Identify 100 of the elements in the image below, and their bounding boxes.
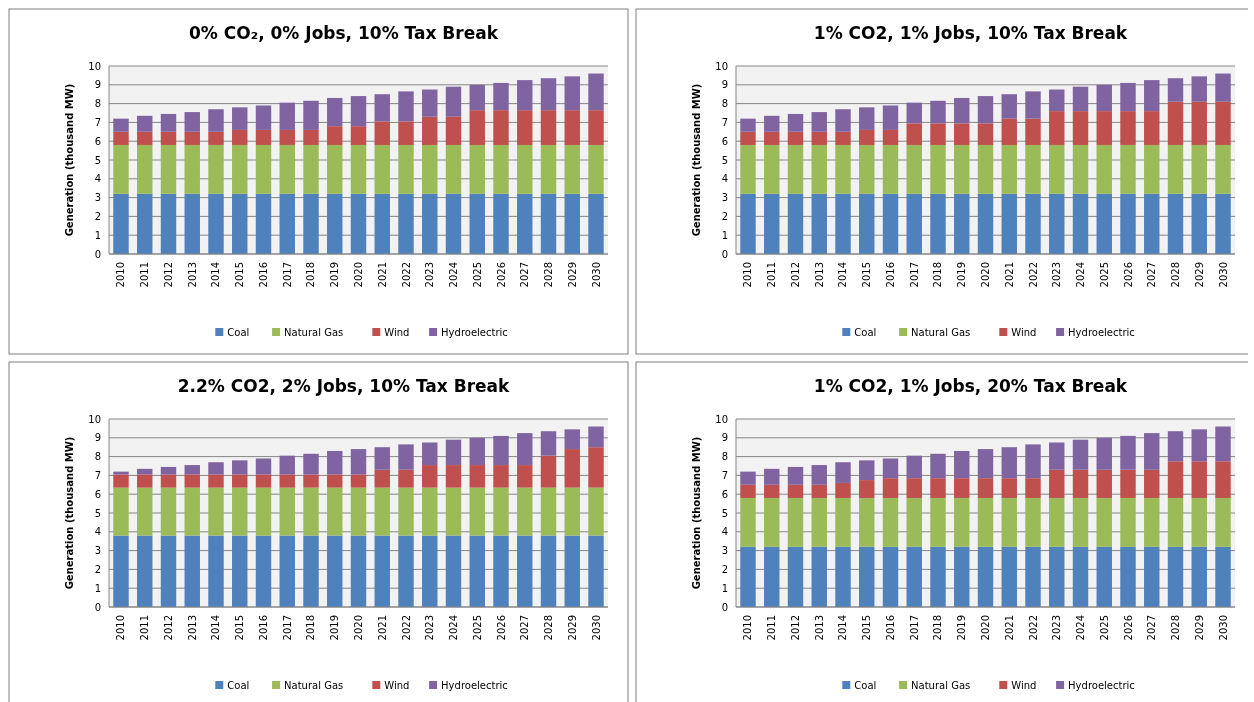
bar [232,193,248,254]
legend-label: Wind [384,679,410,691]
bar [764,115,780,132]
x-tick-label: 2021 [1003,262,1015,288]
bar [137,144,153,194]
bar [160,487,177,536]
bar [350,535,367,607]
bar [588,73,604,111]
bar [1025,497,1041,547]
y-tick-label: 6 [721,135,728,147]
bar [859,144,875,194]
bar [564,429,580,450]
bar [184,144,200,194]
bar [1144,111,1160,145]
y-tick-label: 4 [721,173,728,185]
bar [493,487,509,536]
bar [232,474,248,488]
y-tick-label: 9 [721,432,728,444]
bar [930,478,946,498]
bar [740,471,756,485]
bar [445,193,462,254]
x-tick-label: 2024 [448,615,459,641]
x-tick-label: 2027 [519,615,531,641]
bar [1001,497,1017,547]
bar [787,546,804,607]
x-tick-label: 2025 [471,615,483,641]
bar [764,546,780,607]
bar [232,535,248,607]
bar [113,144,129,194]
bar [564,144,580,194]
bar [255,535,272,607]
y-tick-label: 5 [94,154,101,166]
bar [787,131,804,145]
bar [208,131,224,145]
bar [764,131,780,145]
x-tick-label: 2024 [1075,262,1086,288]
y-tick-label: 6 [94,135,101,147]
x-tick-label: 2019 [329,262,341,288]
x-tick-label: 2030 [590,262,602,288]
x-tick-label: 2024 [1075,615,1086,641]
bar [350,96,367,127]
chart-title: 1% CO2, 1% Jobs, 10% Tax Break [813,23,1128,43]
bar [160,193,177,254]
bar [954,478,970,498]
bar [787,484,804,498]
bar [1096,84,1112,112]
y-tick-label: 5 [94,507,101,519]
bar [1001,118,1017,145]
bar [1025,444,1041,479]
bar [1144,433,1160,470]
bar [493,465,509,488]
bar [279,144,295,194]
bar [540,78,557,111]
x-tick-label: 2021 [376,262,388,288]
bar [279,474,295,488]
bar [1049,89,1065,112]
bar [137,535,153,607]
y-tick-label: 1 [94,229,101,241]
bar [540,535,557,607]
bar [588,487,604,536]
bar [1191,193,1207,254]
bar [1144,193,1160,254]
bar [469,437,485,466]
bar [303,129,319,145]
x-tick-label: 2014 [210,262,222,288]
bar [740,193,756,254]
bar [1167,193,1184,254]
bar [1025,91,1041,119]
bar [1144,469,1160,498]
legend-label: Natural Gas [284,679,344,691]
x-tick-label: 2029 [1193,615,1205,641]
bar [137,474,153,488]
x-tick-label: 2019 [956,262,968,288]
bar [1144,497,1160,547]
bar [350,487,367,536]
bar [882,193,899,254]
bar [954,450,970,479]
bar [398,193,414,254]
x-tick-label: 2013 [186,615,198,641]
bar [113,474,129,488]
bar [540,431,557,456]
x-tick-label: 2012 [790,615,801,641]
bar [977,123,994,145]
bar [930,123,946,145]
x-tick-label: 2024 [448,262,459,288]
bar [1096,546,1112,607]
bar [859,460,875,481]
y-tick-label: 10 [715,60,728,72]
x-tick-label: 2028 [543,262,554,288]
bar [764,497,780,547]
bar [327,97,343,127]
bar [398,91,414,122]
bar [208,535,224,607]
y-tick-label: 9 [94,79,101,91]
bar [906,478,922,498]
bar [493,144,509,194]
bar [1144,144,1160,194]
legend-label: Coal [854,326,877,338]
y-tick-label: 6 [94,488,101,500]
bar [859,497,875,547]
